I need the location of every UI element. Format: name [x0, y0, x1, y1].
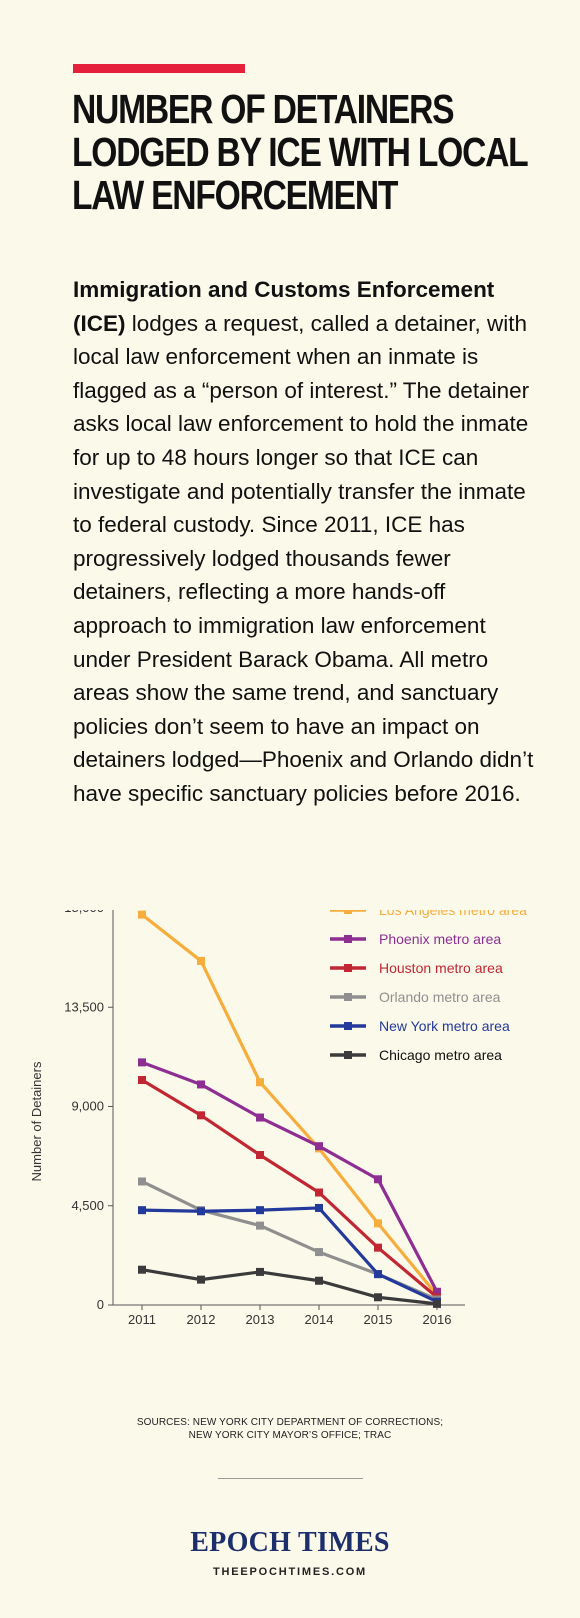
chart-series — [138, 910, 441, 1308]
data-point — [138, 910, 146, 919]
data-point — [433, 1299, 441, 1308]
y-tick-label: 18,000 — [64, 910, 104, 915]
accent-bar — [73, 64, 245, 73]
sources-line-2: NEW YORK CITY MAYOR’S OFFICE; TRAC — [188, 1430, 392, 1441]
data-point — [197, 1207, 205, 1216]
data-point — [374, 1175, 382, 1184]
data-point — [138, 1177, 146, 1186]
intro-bold-lead: Immigration and Customs Enforcement (ICE… — [73, 277, 495, 336]
legend-marker — [344, 1022, 352, 1030]
legend-label: Chicago metro area — [379, 1047, 502, 1063]
x-tick-label: 2012 — [187, 1312, 216, 1327]
legend-marker — [344, 993, 352, 1001]
data-point — [315, 1276, 323, 1285]
y-tick-label: 4,500 — [71, 1198, 104, 1213]
legend-label: Houston metro area — [379, 960, 503, 976]
chart-axes: 0 4,500 9,000 13,500 18,000 2011 2012 2013 2014 2… — [29, 910, 465, 1327]
series-line-1 — [140, 1060, 439, 1294]
data-point — [256, 1267, 264, 1276]
data-point — [315, 1188, 323, 1197]
x-tick-label: 2016 — [423, 1312, 452, 1327]
data-point — [256, 1078, 264, 1087]
data-point — [315, 1142, 323, 1151]
legend-marker — [344, 910, 352, 914]
series-line-5 — [140, 1268, 439, 1306]
data-point — [138, 1265, 146, 1274]
legend-label: Los Angeles metro area — [379, 910, 527, 918]
data-point — [197, 956, 205, 965]
y-tick-label: 0 — [97, 1297, 104, 1312]
data-point — [433, 1287, 441, 1296]
data-point — [374, 1293, 382, 1302]
series-line-2 — [140, 1078, 439, 1299]
y-axis-label: Number of Detainers — [29, 1061, 44, 1181]
data-point — [374, 1219, 382, 1228]
data-point — [138, 1058, 146, 1067]
data-point — [256, 1151, 264, 1160]
legend-marker — [344, 935, 352, 943]
sources-note: SOURCES: NEW YORK CITY DEPARTMENT OF COR… — [0, 1416, 580, 1442]
series-line-0 — [140, 913, 439, 1297]
site-url: THEEPOCHTIMES.COM — [212, 1566, 368, 1578]
legend-marker — [344, 1051, 352, 1059]
y-tick-label: 13,500 — [64, 999, 104, 1014]
sources-line-1: SOURCES: NEW YORK CITY DEPARTMENT OF COR… — [136, 1417, 444, 1428]
legend-label: Phoenix metro area — [379, 931, 501, 947]
data-point — [256, 1221, 264, 1230]
page-title: NUMBER OF DETAINERS LODGED BY ICE WITH L… — [72, 86, 528, 218]
legend-label: New York metro area — [379, 1018, 510, 1034]
series-line-4 — [140, 1206, 439, 1304]
data-point — [138, 1076, 146, 1085]
data-point — [256, 1113, 264, 1122]
x-tick-label: 2011 — [128, 1312, 156, 1327]
chart-legend: Los Angeles metro area Phoenix metro area… — [330, 910, 527, 1063]
data-point — [197, 1275, 205, 1284]
legend-label: Orlando metro area — [379, 989, 501, 1005]
x-tick-label: 2013 — [246, 1312, 275, 1327]
intro-paragraph: Immigration and Customs Enforcement (ICE… — [73, 273, 543, 811]
line-chart: 0 4,500 9,000 13,500 18,000 2011 2012 2013 2014 2… — [29, 910, 527, 1327]
intro-text: lodges a request, called a detainer, wit… — [73, 310, 534, 806]
x-tick-label: 2015 — [364, 1312, 393, 1327]
data-point — [315, 1248, 323, 1257]
legend-marker — [344, 964, 352, 972]
data-point — [138, 1206, 146, 1215]
brand-logo: EPOCH TIMES — [190, 1527, 390, 1558]
data-point — [315, 1203, 323, 1212]
data-point — [374, 1243, 382, 1252]
x-tick-label: 2014 — [305, 1312, 334, 1327]
y-tick-label: 9,000 — [71, 1099, 104, 1114]
divider — [218, 1478, 363, 1479]
data-point — [374, 1270, 382, 1279]
data-point — [197, 1080, 205, 1089]
data-point — [197, 1111, 205, 1120]
data-point — [256, 1206, 264, 1215]
